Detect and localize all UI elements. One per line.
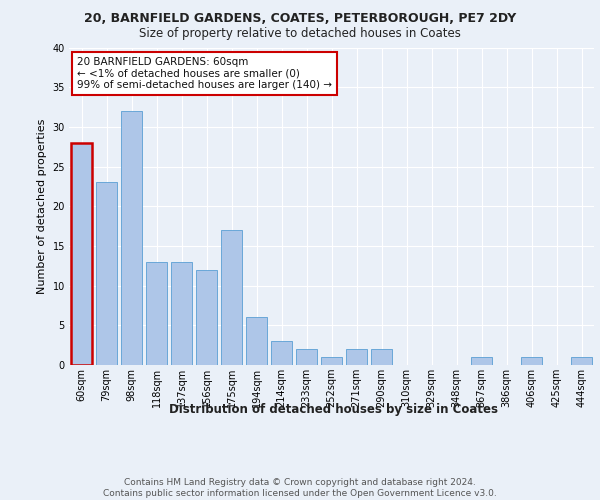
Text: Contains HM Land Registry data © Crown copyright and database right 2024.
Contai: Contains HM Land Registry data © Crown c… — [103, 478, 497, 498]
Bar — [71, 143, 92, 365]
Bar — [321, 357, 342, 365]
Bar — [571, 357, 592, 365]
Text: Distribution of detached houses by size in Coates: Distribution of detached houses by size … — [169, 402, 497, 415]
Bar — [371, 349, 392, 365]
Bar — [246, 318, 267, 365]
Bar — [521, 357, 542, 365]
Text: 20 BARNFIELD GARDENS: 60sqm
← <1% of detached houses are smaller (0)
99% of semi: 20 BARNFIELD GARDENS: 60sqm ← <1% of det… — [77, 57, 332, 90]
Text: Size of property relative to detached houses in Coates: Size of property relative to detached ho… — [139, 28, 461, 40]
Bar — [146, 262, 167, 365]
Bar — [96, 182, 117, 365]
Bar — [471, 357, 492, 365]
Bar — [196, 270, 217, 365]
Bar — [296, 349, 317, 365]
Bar — [121, 111, 142, 365]
Bar — [271, 341, 292, 365]
Bar — [221, 230, 242, 365]
Bar — [171, 262, 192, 365]
Y-axis label: Number of detached properties: Number of detached properties — [37, 118, 47, 294]
Bar — [346, 349, 367, 365]
Text: 20, BARNFIELD GARDENS, COATES, PETERBOROUGH, PE7 2DY: 20, BARNFIELD GARDENS, COATES, PETERBORO… — [84, 12, 516, 26]
